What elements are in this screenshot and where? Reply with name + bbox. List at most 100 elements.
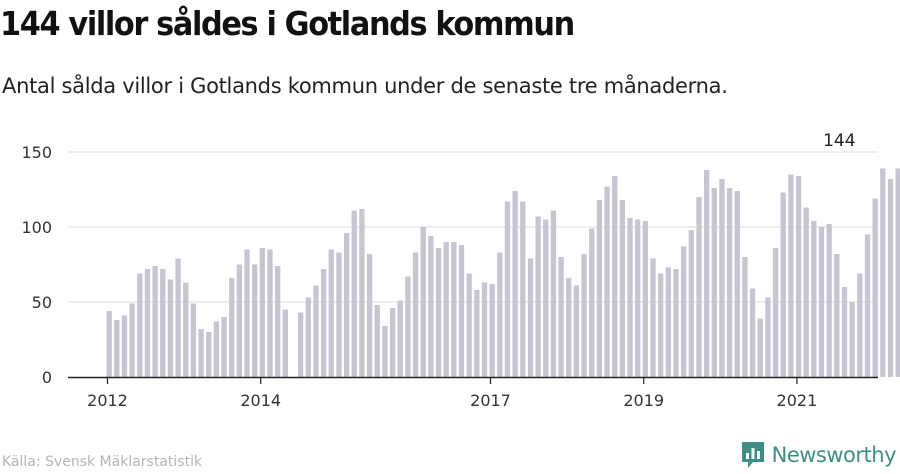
bar	[872, 198, 878, 377]
bar	[857, 273, 863, 377]
y-tick-label: 50	[32, 293, 52, 312]
bar	[213, 321, 220, 377]
bar	[895, 168, 900, 377]
bar	[573, 285, 580, 377]
bar	[864, 234, 871, 377]
bar	[206, 332, 212, 377]
bar	[474, 290, 480, 377]
bar	[267, 249, 273, 377]
bar	[757, 318, 763, 377]
bar	[244, 249, 250, 377]
bar	[627, 218, 633, 377]
chart-title: 144 villor såldes i Gotlands kommun	[0, 4, 575, 43]
bar	[749, 288, 756, 377]
bar	[818, 227, 825, 377]
bar	[703, 170, 710, 377]
bar	[596, 200, 603, 377]
x-tick-label: 2014	[240, 391, 281, 410]
bar	[137, 273, 143, 377]
bar	[481, 282, 488, 377]
bar	[183, 282, 189, 377]
bar	[658, 273, 664, 377]
bar	[558, 257, 564, 377]
bar	[435, 248, 442, 377]
bar	[359, 209, 365, 377]
bar	[504, 201, 511, 377]
bar	[665, 267, 671, 377]
bar	[742, 257, 748, 377]
bar	[313, 285, 319, 377]
newsworthy-icon	[741, 442, 764, 468]
bar	[252, 264, 258, 377]
bar	[343, 233, 350, 377]
bar	[106, 311, 112, 377]
bar	[489, 284, 495, 377]
bar	[688, 230, 694, 377]
bar	[826, 224, 832, 377]
bar	[772, 248, 779, 377]
bar	[726, 188, 733, 377]
bar	[497, 252, 503, 377]
bar	[604, 186, 610, 377]
bar	[405, 276, 411, 377]
bar	[527, 258, 534, 377]
bar	[114, 320, 120, 377]
bar	[834, 254, 840, 377]
bar	[466, 273, 472, 377]
bar	[543, 219, 549, 377]
newsworthy-logo[interactable]: Newsworthy	[740, 440, 897, 470]
bar	[198, 329, 204, 377]
bar	[167, 279, 174, 377]
bar	[673, 269, 679, 377]
bar	[320, 269, 327, 377]
value-label: 144	[823, 131, 855, 151]
bar	[190, 303, 197, 377]
bar	[696, 197, 702, 377]
bar	[512, 191, 518, 377]
bar	[420, 227, 426, 377]
bar	[298, 312, 304, 377]
y-tick-label: 150	[21, 143, 52, 162]
bar	[550, 210, 557, 377]
x-tick-label: 2021	[777, 391, 818, 410]
bar	[619, 200, 626, 377]
bar	[811, 221, 817, 377]
bar	[788, 174, 794, 377]
bar	[681, 246, 687, 377]
bar	[520, 201, 526, 377]
bar	[121, 315, 128, 377]
bar	[650, 258, 656, 377]
bar	[566, 278, 572, 377]
bar	[428, 236, 434, 377]
bar	[849, 302, 855, 377]
bar	[351, 210, 357, 377]
bar	[259, 248, 265, 377]
bar	[642, 221, 648, 377]
bar	[451, 242, 457, 377]
bar	[841, 287, 848, 377]
bar	[803, 207, 809, 377]
bar	[229, 278, 235, 377]
bar	[719, 179, 725, 377]
bar	[443, 242, 449, 377]
bar	[581, 254, 587, 377]
x-tick-label: 2017	[470, 391, 511, 410]
y-tick-label: 100	[21, 218, 52, 237]
brand-name: Newsworthy	[771, 443, 897, 467]
bar	[635, 219, 641, 377]
bar	[175, 258, 181, 377]
bar	[412, 252, 419, 377]
bar	[458, 245, 465, 377]
bar	[612, 176, 618, 377]
bar	[711, 188, 717, 377]
bar	[144, 269, 151, 377]
source-note: Källa: Svensk Mäklarstatistik	[2, 454, 203, 470]
x-tick-label: 2019	[623, 391, 664, 410]
bar	[336, 252, 342, 377]
bar	[282, 309, 288, 377]
bar	[152, 266, 158, 377]
bar	[795, 176, 802, 377]
bar	[221, 317, 227, 377]
bar	[236, 264, 243, 377]
bar	[734, 191, 740, 377]
